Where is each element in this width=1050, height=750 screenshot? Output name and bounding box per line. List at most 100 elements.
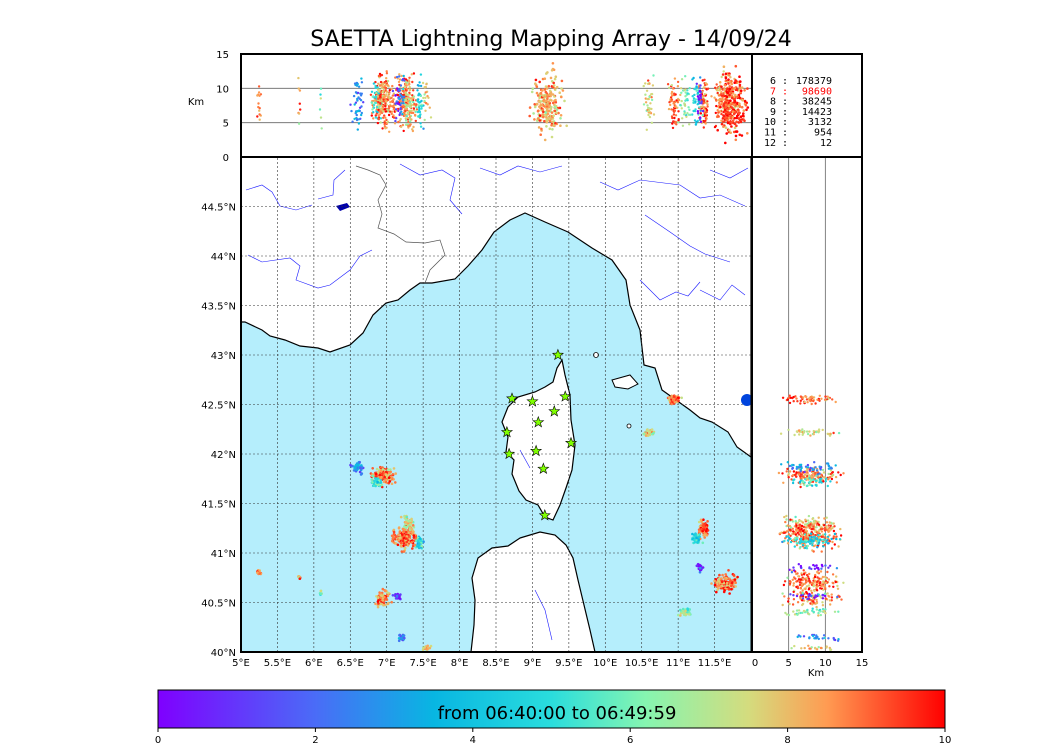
lightning-source-altitude bbox=[404, 83, 408, 86]
lightning-source bbox=[391, 537, 395, 540]
lightning-source-side bbox=[788, 583, 791, 586]
lightning-source-altitude bbox=[388, 89, 391, 92]
count-separator: : bbox=[782, 107, 788, 118]
lightning-source-altitude bbox=[731, 110, 735, 113]
lightning-source-side bbox=[829, 480, 832, 483]
lightning-source-altitude bbox=[535, 85, 539, 88]
lightning-source-altitude bbox=[420, 107, 423, 110]
lightning-source-altitude bbox=[372, 82, 376, 85]
count-label: 12 bbox=[764, 138, 776, 149]
lightning-source-side bbox=[797, 465, 801, 469]
lightning-source-altitude bbox=[544, 90, 548, 94]
lightning-source-altitude bbox=[670, 108, 673, 111]
lightning-source-altitude bbox=[723, 91, 726, 94]
lightning-source-altitude bbox=[377, 89, 381, 93]
lightning-source-altitude bbox=[736, 95, 739, 99]
lightning-source-altitude bbox=[699, 116, 702, 119]
lightning-source-side bbox=[805, 585, 808, 588]
lightning-source-altitude bbox=[553, 77, 557, 81]
lightning-source bbox=[349, 463, 352, 467]
lightning-source-side bbox=[824, 594, 827, 598]
lightning-source bbox=[725, 581, 729, 585]
lightning-source-side bbox=[818, 581, 822, 585]
lightning-source-side bbox=[827, 594, 830, 598]
lightning-source-altitude bbox=[374, 101, 378, 105]
lightning-source-altitude bbox=[423, 93, 426, 96]
lightning-source-altitude bbox=[738, 102, 741, 105]
lightning-source-altitude bbox=[540, 127, 543, 131]
lightning-source-altitude bbox=[426, 94, 429, 98]
lightning-source-side bbox=[803, 470, 806, 474]
lightning-source bbox=[403, 525, 406, 528]
lightning-source-altitude bbox=[374, 114, 377, 117]
counts-list: 6:1783797:986908:382459:1442310:313211:9… bbox=[764, 76, 832, 149]
lightning-source-side bbox=[787, 613, 791, 617]
lightning-source-altitude bbox=[391, 94, 395, 97]
lightning-source-altitude bbox=[554, 121, 557, 125]
lat-tick-label: 42°N bbox=[211, 450, 236, 461]
lightning-source bbox=[642, 432, 646, 436]
lightning-source-side bbox=[802, 573, 806, 576]
lightning-source-side bbox=[825, 477, 828, 480]
lightning-source-altitude bbox=[372, 106, 376, 110]
lightning-source-altitude bbox=[390, 96, 393, 100]
lightning-source-altitude bbox=[542, 115, 545, 119]
lightning-source-side bbox=[787, 428, 790, 432]
lightning-source-altitude bbox=[390, 87, 393, 91]
lightning-source bbox=[679, 608, 682, 612]
lightning-source-altitude bbox=[538, 114, 542, 117]
lightning-source-altitude bbox=[553, 109, 557, 113]
lightning-source-side bbox=[833, 543, 836, 546]
lightning-source-altitude bbox=[680, 78, 684, 81]
lightning-source-side bbox=[811, 607, 814, 610]
lightning-source-side bbox=[811, 517, 814, 521]
lightning-source-altitude bbox=[555, 85, 559, 89]
lightning-source bbox=[670, 402, 673, 406]
lightning-source-altitude bbox=[729, 99, 732, 102]
lightning-source-altitude bbox=[395, 117, 398, 120]
lightning-source-altitude bbox=[544, 111, 547, 114]
lightning-source-side bbox=[778, 532, 781, 535]
count-value: 98690 bbox=[802, 86, 832, 97]
lightning-source-side bbox=[824, 480, 827, 483]
lightning-source-altitude bbox=[561, 89, 565, 92]
lightning-source-altitude bbox=[535, 102, 539, 106]
lightning-source-side bbox=[789, 534, 792, 537]
lightning-source-side bbox=[835, 567, 839, 570]
lightning-source-side bbox=[781, 592, 784, 595]
lightning-source-side bbox=[811, 541, 814, 545]
colorbar-label: from 06:40:00 to 06:49:59 bbox=[438, 703, 677, 724]
lightning-source-altitude bbox=[560, 87, 563, 90]
lightning-source-side bbox=[827, 530, 830, 534]
lightning-source-side bbox=[798, 583, 802, 587]
lightning-source-altitude bbox=[371, 95, 374, 98]
lightning-source-altitude bbox=[359, 117, 362, 121]
lightning-source-altitude bbox=[362, 101, 365, 104]
lightning-source-altitude bbox=[554, 100, 558, 104]
station-star bbox=[505, 392, 519, 404]
lightning-source-altitude bbox=[728, 103, 731, 107]
lightning-source-side bbox=[827, 524, 830, 527]
lightning-source bbox=[406, 544, 410, 547]
lightning-source-side bbox=[786, 524, 789, 527]
lightning-source-altitude bbox=[534, 82, 537, 85]
map-grid bbox=[241, 54, 752, 652]
lightning-source bbox=[377, 602, 380, 605]
lightning-source-altitude bbox=[698, 106, 701, 109]
lightning-source-side bbox=[812, 433, 815, 436]
lightning-source-side bbox=[821, 637, 824, 640]
lightning-source-side bbox=[829, 476, 832, 479]
lightning-source-altitude bbox=[415, 106, 418, 109]
lightning-source-altitude bbox=[541, 94, 545, 97]
lightning-source-altitude bbox=[735, 80, 738, 83]
lightning-source-side bbox=[783, 539, 786, 543]
lightning-source bbox=[684, 609, 687, 613]
lightning-source-side bbox=[830, 547, 834, 550]
lightning-source-side bbox=[824, 597, 827, 600]
lightning-source bbox=[720, 577, 723, 581]
lightning-source bbox=[392, 478, 395, 481]
lightning-source-altitude bbox=[741, 98, 744, 102]
lightning-source-altitude bbox=[737, 117, 741, 120]
lightning-source-altitude bbox=[677, 110, 680, 113]
lightning-source-altitude bbox=[730, 96, 734, 100]
